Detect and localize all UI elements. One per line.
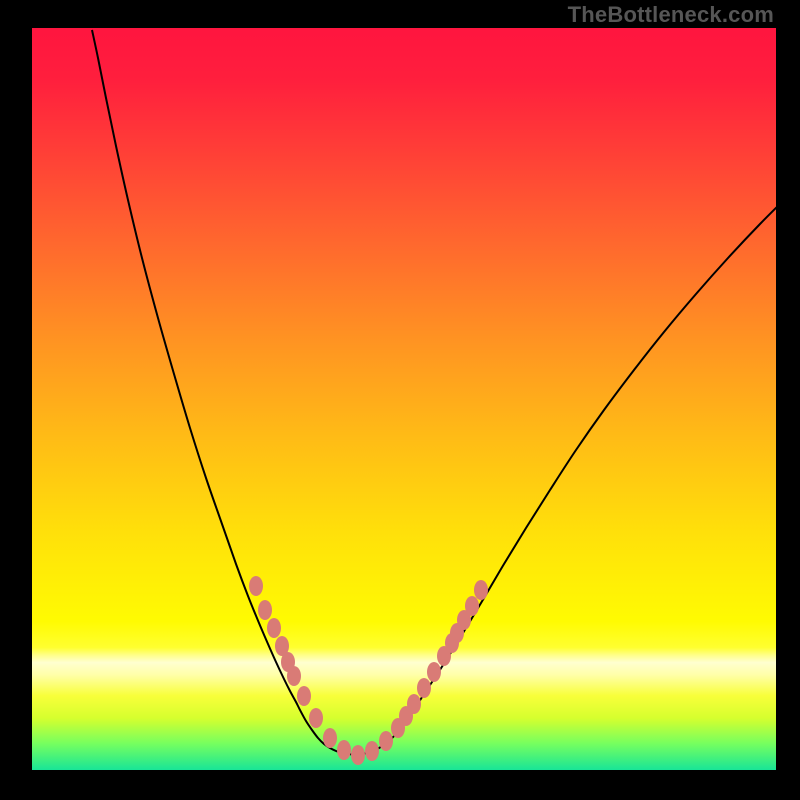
- data-marker: [379, 731, 393, 751]
- data-marker: [417, 678, 431, 698]
- data-marker: [465, 596, 479, 616]
- data-marker: [309, 708, 323, 728]
- chart-svg: [32, 28, 776, 770]
- gradient-background: [32, 28, 776, 770]
- data-marker: [365, 741, 379, 761]
- data-marker: [249, 576, 263, 596]
- data-marker: [258, 600, 272, 620]
- data-marker: [267, 618, 281, 638]
- data-marker: [427, 662, 441, 682]
- chart-frame: TheBottleneck.com: [0, 0, 800, 800]
- data-marker: [351, 745, 365, 765]
- data-marker: [474, 580, 488, 600]
- data-marker: [287, 666, 301, 686]
- data-marker: [407, 694, 421, 714]
- watermark-text: TheBottleneck.com: [568, 2, 774, 28]
- data-marker: [323, 728, 337, 748]
- data-marker: [337, 740, 351, 760]
- plot-area: [32, 28, 776, 770]
- data-marker: [297, 686, 311, 706]
